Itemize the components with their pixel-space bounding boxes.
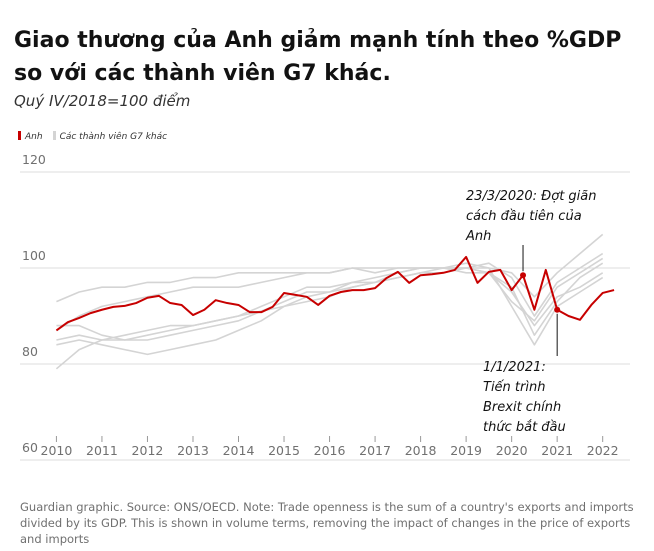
annotation-text: 1/1/2021: bbox=[483, 360, 546, 375]
annotation-text: Tiến trình bbox=[483, 380, 545, 395]
legend-label: Các thành viên G7 khác bbox=[59, 132, 168, 142]
annotation-text: Anh bbox=[465, 229, 491, 244]
annotation-text: thức bắt đầu bbox=[483, 420, 566, 435]
x-tick-label: 2013 bbox=[177, 443, 209, 458]
legend-label: Anh bbox=[25, 132, 43, 142]
x-tick-label: 2011 bbox=[86, 443, 118, 458]
x-tick-label: 2017 bbox=[359, 443, 391, 458]
x-tick-label: 2021 bbox=[541, 443, 573, 458]
x-tick-label: 2018 bbox=[405, 443, 437, 458]
y-tick-label: 120 bbox=[22, 152, 46, 167]
source-note: Guardian graphic. Source: ONS/OECD. Note… bbox=[20, 500, 634, 546]
g7-line bbox=[56, 267, 604, 341]
chart-title: Giao thương của Anh giảm mạnh tính theo … bbox=[14, 28, 622, 86]
x-tick-label: 2016 bbox=[314, 443, 346, 458]
x-tick-label: 2014 bbox=[223, 443, 255, 458]
x-tick-label: 2022 bbox=[587, 443, 619, 458]
annotation-text: cách đầu tiên của bbox=[466, 209, 582, 224]
x-tick-label: 2019 bbox=[450, 443, 482, 458]
y-tick-label: 80 bbox=[22, 344, 38, 359]
x-tick-label: 2020 bbox=[496, 443, 528, 458]
legend-swatch bbox=[52, 131, 56, 140]
x-tick-label: 2010 bbox=[41, 443, 73, 458]
annotation-text: Brexit chính bbox=[483, 400, 561, 415]
y-tick-label: 60 bbox=[22, 440, 38, 455]
legend-item: Các thành viên G7 khác bbox=[52, 131, 168, 142]
uk-line bbox=[55, 255, 615, 332]
y-tick-label: 100 bbox=[22, 248, 46, 263]
legend-swatch bbox=[18, 131, 21, 140]
annotation-text: 23/3/2020: Đợt giãn bbox=[466, 189, 597, 204]
x-tick-label: 2015 bbox=[268, 443, 300, 458]
legend: Anh Các thành viên G7 khác bbox=[18, 131, 167, 142]
annotation-dot bbox=[554, 306, 561, 313]
x-tick-label: 2012 bbox=[132, 443, 164, 458]
annotation-dot bbox=[520, 272, 527, 279]
legend-item: Anh bbox=[18, 131, 43, 142]
g7-line bbox=[56, 257, 604, 356]
chart-subtitle: Quý IV/2018=100 điểm bbox=[14, 92, 191, 110]
